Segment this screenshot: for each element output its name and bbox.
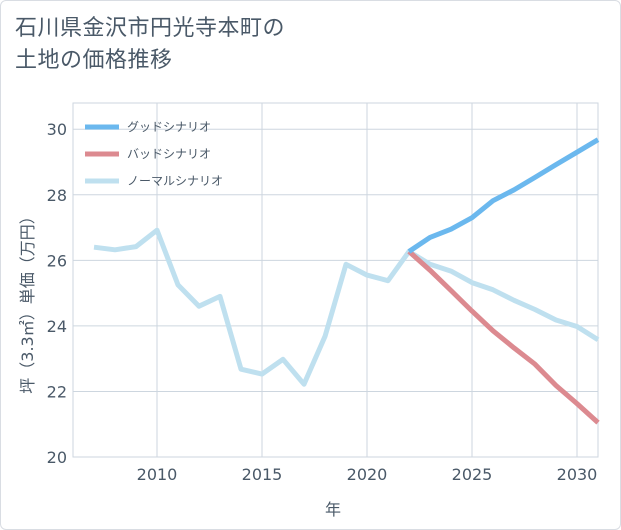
x-tick-label: 2015 xyxy=(242,465,283,484)
y-tick-label: 30 xyxy=(47,120,67,139)
chart-title: 石川県金沢市円光寺本町の 土地の価格推移 xyxy=(15,13,285,77)
y-tick-label: 20 xyxy=(47,448,67,467)
x-tick-label: 2020 xyxy=(347,465,388,484)
chart-title-line2: 土地の価格推移 xyxy=(15,48,173,73)
series-line-bad xyxy=(407,249,600,425)
series-line-normal xyxy=(93,227,600,387)
x-tick-label: 2025 xyxy=(452,465,493,484)
x-tick-label: 2030 xyxy=(557,465,598,484)
grid xyxy=(72,102,599,458)
x-tick-label: 2010 xyxy=(137,465,178,484)
y-tick-label: 26 xyxy=(47,251,67,270)
y-tick-label: 22 xyxy=(47,382,67,401)
axes: 20 22 24 26 28 30 2010 2015 2020 2025 2030 xyxy=(47,120,598,484)
y-axis-title: 坪（3.3㎡）単価（万円） xyxy=(18,208,37,393)
y-tick-label: 28 xyxy=(47,186,67,205)
legend-label: ノーマルシナリオ xyxy=(127,174,223,188)
series-line-good xyxy=(407,137,600,254)
chart-title-line1: 石川県金沢市円光寺本町の xyxy=(15,16,286,41)
legend-label: バッドシナリオ xyxy=(127,147,211,161)
legend-label: グッドシナリオ xyxy=(127,120,211,134)
x-axis-title: 年 xyxy=(325,500,341,519)
y-tick-label: 24 xyxy=(47,317,67,336)
series-lines xyxy=(93,137,600,425)
